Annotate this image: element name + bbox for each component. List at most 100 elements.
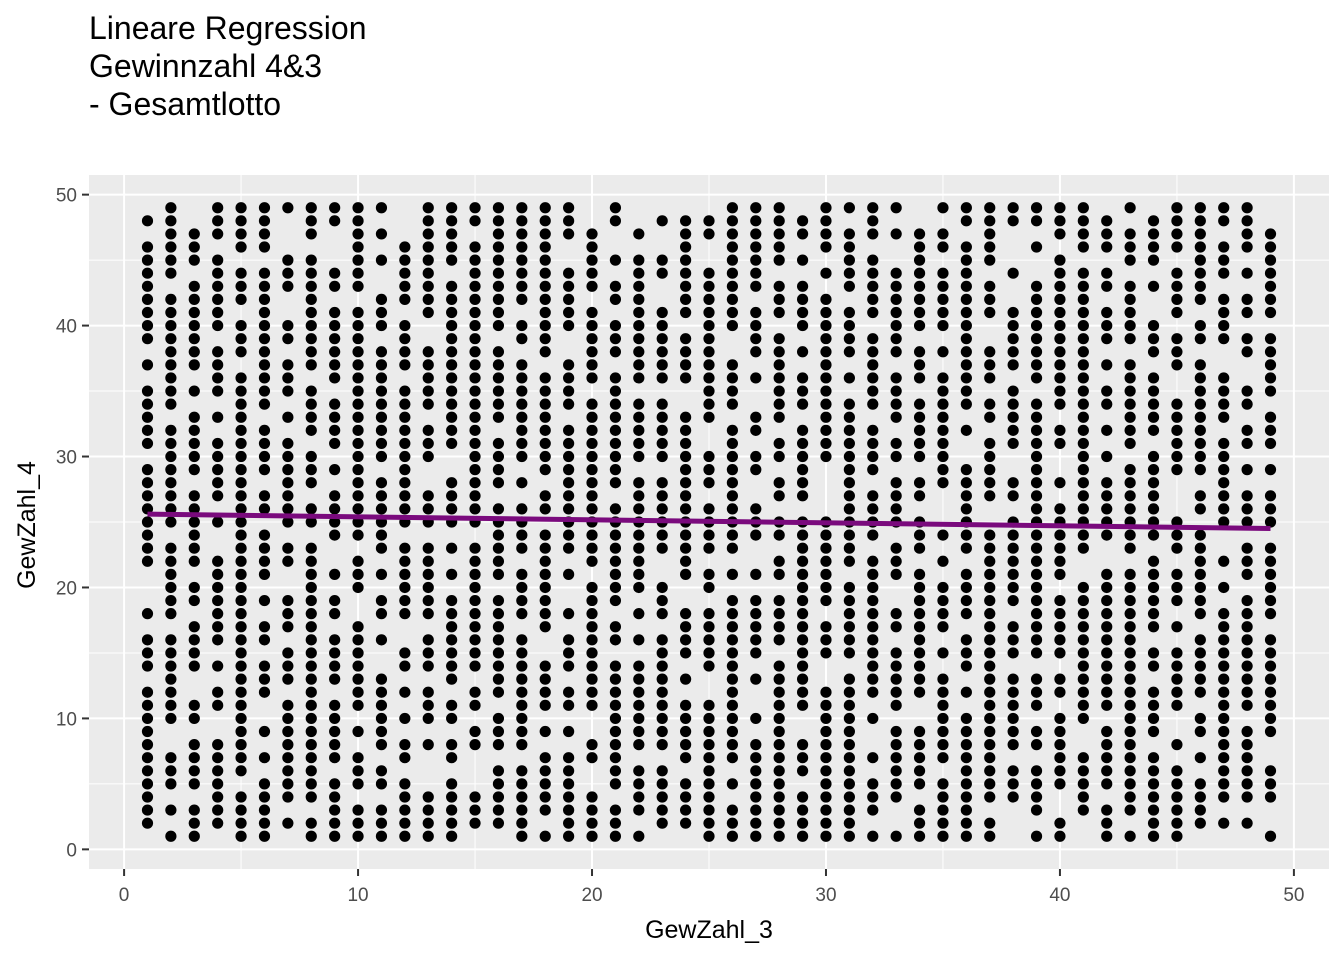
data-point	[633, 686, 645, 698]
data-point	[516, 477, 528, 489]
data-point	[165, 319, 177, 332]
data-point	[913, 529, 926, 541]
data-point	[1194, 359, 1206, 371]
data-point	[1054, 346, 1066, 358]
data-point	[422, 398, 434, 410]
data-point	[726, 621, 738, 633]
data-point	[937, 529, 949, 541]
data-point	[516, 542, 528, 554]
data-point	[1264, 660, 1277, 672]
data-point	[422, 647, 434, 659]
data-point	[656, 739, 668, 751]
data-point	[1147, 791, 1160, 803]
data-point	[492, 686, 505, 698]
data-point	[352, 319, 364, 332]
data-point	[165, 712, 177, 725]
data-point	[1030, 411, 1043, 423]
data-point	[1124, 791, 1136, 803]
data-point	[726, 319, 738, 332]
data-point	[703, 621, 715, 633]
data-point	[633, 267, 645, 279]
data-point	[258, 752, 271, 764]
data-point	[141, 817, 154, 829]
data-point	[913, 411, 926, 423]
data-point	[539, 778, 551, 790]
data-point	[726, 490, 738, 502]
data-point	[726, 359, 738, 371]
data-point	[258, 830, 271, 842]
data-point	[1054, 686, 1066, 698]
data-point	[305, 634, 317, 646]
data-point	[329, 202, 341, 214]
data-point	[1218, 699, 1230, 711]
data-point	[165, 686, 177, 698]
data-point	[235, 594, 247, 607]
data-point	[680, 241, 692, 253]
data-point	[796, 254, 809, 266]
data-point	[867, 437, 879, 450]
data-point	[726, 804, 738, 816]
data-point	[960, 608, 972, 620]
data-point	[796, 293, 809, 305]
data-point	[282, 385, 294, 397]
data-point	[141, 699, 154, 711]
data-point	[890, 621, 902, 633]
data-point	[446, 398, 458, 410]
data-point	[913, 280, 926, 292]
data-point	[726, 529, 738, 541]
y-tick-label: 30	[56, 448, 77, 469]
data-point	[399, 359, 411, 371]
data-point	[1147, 608, 1160, 620]
data-point	[750, 791, 762, 803]
data-point	[305, 319, 317, 332]
data-point	[609, 673, 622, 685]
data-point	[1264, 542, 1277, 554]
data-point	[469, 490, 481, 502]
data-point	[1241, 752, 1253, 764]
data-point	[1194, 673, 1206, 685]
data-point	[890, 437, 902, 450]
data-point	[750, 804, 762, 816]
data-point	[703, 359, 715, 371]
data-point	[212, 372, 224, 384]
data-point	[165, 306, 177, 319]
data-point	[680, 477, 692, 489]
data-point	[375, 424, 388, 436]
data-point	[399, 490, 411, 502]
data-point	[680, 608, 692, 620]
data-point	[656, 778, 668, 790]
data-point	[165, 830, 177, 842]
data-point	[867, 686, 879, 698]
data-point	[375, 398, 388, 410]
data-point	[1147, 319, 1160, 332]
data-point	[188, 490, 200, 502]
x-axis-title: GewZahl_3	[645, 916, 773, 944]
data-point	[1194, 660, 1206, 672]
data-point	[469, 477, 481, 489]
data-point	[141, 791, 154, 803]
data-point	[913, 647, 926, 659]
data-point	[726, 699, 738, 711]
data-point	[1241, 686, 1253, 698]
data-point	[305, 542, 317, 554]
data-point	[1218, 608, 1230, 620]
data-point	[1030, 477, 1043, 489]
data-point	[609, 752, 622, 764]
data-point	[703, 739, 715, 751]
data-point	[539, 333, 551, 345]
data-point	[1007, 411, 1019, 423]
data-point	[1147, 647, 1160, 659]
data-point	[563, 450, 575, 463]
data-point	[282, 673, 294, 685]
data-point	[399, 752, 411, 764]
x-tick-label: 30	[815, 885, 836, 906]
data-point	[843, 490, 855, 502]
data-point	[258, 634, 271, 646]
data-point	[1241, 241, 1253, 253]
data-point	[890, 555, 902, 567]
data-point	[1054, 202, 1066, 214]
data-point	[609, 437, 622, 450]
data-point	[1171, 699, 1183, 711]
data-point	[1194, 581, 1206, 594]
data-point	[773, 293, 785, 305]
